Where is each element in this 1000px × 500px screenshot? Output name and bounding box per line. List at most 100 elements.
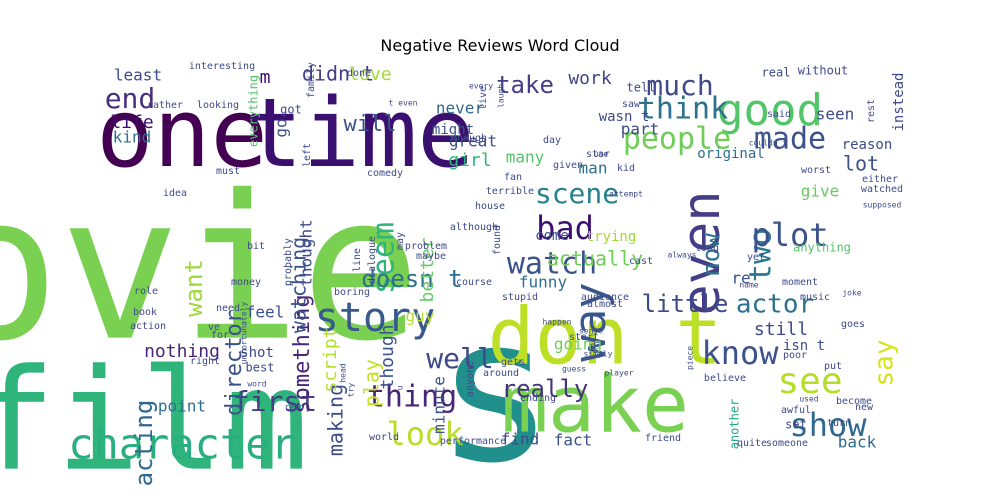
word-lot: lot bbox=[843, 152, 879, 176]
word-laugh: laugh bbox=[497, 84, 506, 108]
word-poor: poor bbox=[783, 350, 807, 361]
word-interesting: interesting bbox=[189, 61, 255, 72]
word-point: point bbox=[158, 397, 206, 416]
word-said: said bbox=[767, 109, 791, 120]
word-give: give bbox=[801, 182, 840, 201]
word-scene: scene bbox=[535, 177, 619, 210]
word-didn-t: didn t bbox=[302, 62, 374, 86]
word-show: show bbox=[789, 406, 867, 444]
word-well: well bbox=[426, 342, 493, 375]
word-two: two bbox=[744, 228, 779, 282]
word-watching: watching bbox=[287, 237, 311, 333]
word-reason: reason bbox=[842, 137, 893, 153]
word-set: set bbox=[785, 418, 807, 432]
word-isn-t: isn t bbox=[783, 338, 825, 354]
word-made: made bbox=[754, 122, 826, 157]
word-even: even bbox=[672, 190, 732, 315]
word-either: either bbox=[862, 174, 898, 185]
word-without: without bbox=[798, 64, 849, 78]
word-story: story bbox=[315, 295, 435, 341]
word-live: live bbox=[478, 86, 489, 110]
word-world: world bbox=[369, 432, 399, 443]
word-ending: ending bbox=[520, 393, 556, 404]
word-minute: minute bbox=[430, 376, 449, 434]
word-try: try bbox=[347, 383, 356, 398]
word-couldn-t: couldn t bbox=[749, 139, 788, 148]
word-happen: happen bbox=[543, 318, 572, 327]
word-idea: idea bbox=[163, 188, 187, 199]
word-d: d bbox=[590, 341, 596, 352]
word-know: know bbox=[701, 334, 779, 372]
word-done: done bbox=[347, 68, 371, 79]
word-one: one bbox=[96, 79, 268, 189]
word-find: find bbox=[501, 430, 540, 449]
word-stupid: stupid bbox=[502, 292, 538, 303]
word-found: found bbox=[492, 225, 503, 255]
chart-title: Negative Reviews Word Cloud bbox=[380, 36, 620, 55]
word-character: character bbox=[68, 420, 296, 469]
word-fan: fan bbox=[504, 172, 522, 183]
word-real: real bbox=[762, 66, 791, 80]
word-doesn-t: doesn t bbox=[361, 265, 462, 293]
word-yet: yet bbox=[747, 252, 765, 263]
word-worst: worst bbox=[801, 165, 831, 176]
word-really: really bbox=[502, 375, 589, 403]
word-looking: looking bbox=[197, 100, 239, 111]
word-least: least bbox=[114, 66, 162, 85]
word-someone: someone bbox=[766, 438, 808, 449]
word-actor: actor bbox=[736, 290, 814, 320]
word-family: family bbox=[306, 62, 317, 98]
word-instead: instead bbox=[891, 72, 907, 131]
word-action: action bbox=[130, 321, 166, 332]
word-use: use bbox=[594, 150, 609, 159]
word-for: for bbox=[211, 330, 229, 341]
word-quite: quite bbox=[737, 438, 767, 449]
word-anyone: anyone bbox=[465, 361, 476, 397]
word-make: make bbox=[501, 360, 689, 450]
word-seem: seem bbox=[367, 222, 402, 294]
word-maybe: maybe bbox=[416, 251, 446, 262]
word-day: day bbox=[543, 135, 561, 146]
word-time: time bbox=[246, 79, 475, 189]
word-film: film bbox=[0, 340, 309, 500]
word-put: put bbox=[824, 361, 842, 372]
word-t-even: t even bbox=[389, 99, 418, 108]
word-awful: awful bbox=[781, 405, 811, 416]
word-making: making bbox=[324, 384, 348, 456]
word-boring: boring bbox=[334, 287, 370, 298]
word-terrible: terrible bbox=[486, 186, 534, 197]
word-piece: piece bbox=[686, 346, 695, 370]
word-turn: turn bbox=[827, 418, 851, 429]
word-around: around bbox=[483, 368, 519, 379]
word-left: left bbox=[302, 143, 313, 167]
word-goes: goes bbox=[841, 319, 865, 330]
word-thought: thought bbox=[297, 219, 316, 286]
word-funny: funny bbox=[519, 273, 568, 292]
word-kid: kid bbox=[617, 163, 635, 174]
word-unfortunately: unfortunately bbox=[240, 302, 249, 365]
word-nothing: nothing bbox=[144, 341, 220, 362]
word-may: may bbox=[395, 232, 406, 250]
word-look: look bbox=[386, 415, 463, 453]
word-girl: girl bbox=[448, 150, 491, 171]
word-enough: enough bbox=[451, 133, 487, 144]
word-m: m bbox=[260, 67, 271, 88]
word-think: think bbox=[638, 92, 728, 127]
word-book: book bbox=[133, 307, 157, 318]
word-much: much bbox=[646, 69, 713, 102]
word-long: long bbox=[695, 243, 719, 254]
word-little: little bbox=[642, 290, 729, 318]
word-guy: guy bbox=[406, 307, 435, 326]
word-don-t: don t bbox=[488, 292, 723, 382]
word-new: new bbox=[855, 402, 874, 413]
word-watch: watch bbox=[507, 247, 597, 282]
word-work: work bbox=[568, 68, 612, 89]
word-anything: anything bbox=[793, 241, 851, 255]
word-believe: believe bbox=[704, 373, 746, 384]
word-good: good bbox=[717, 85, 823, 136]
word-man: man bbox=[579, 159, 608, 178]
word-bit: bit bbox=[247, 241, 265, 252]
word-say: say bbox=[870, 340, 900, 387]
